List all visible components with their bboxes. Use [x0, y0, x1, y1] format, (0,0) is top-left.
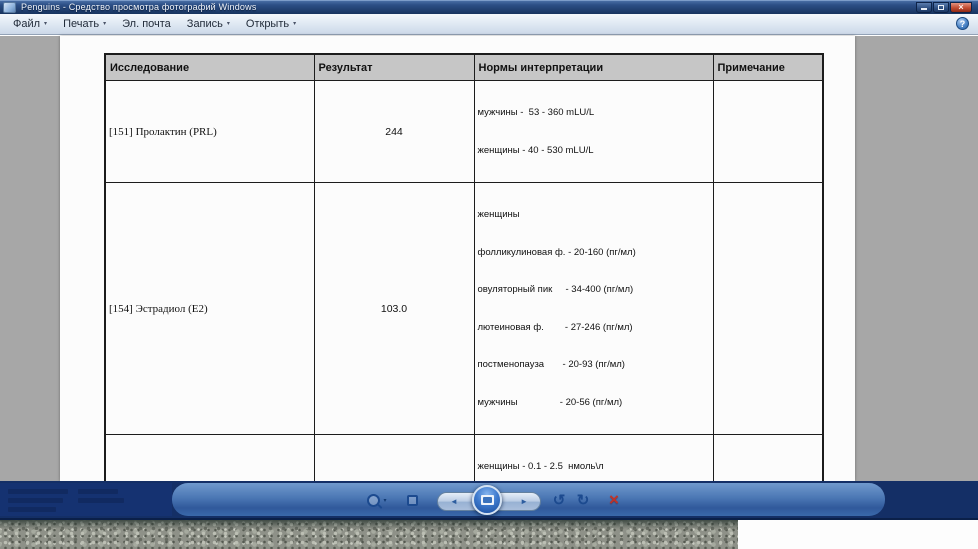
- delete-button[interactable]: ×: [604, 490, 624, 510]
- zoom-magnifier-icon: [367, 494, 381, 507]
- artifact: [8, 489, 68, 494]
- viewer-toolbar: ▾ ◄ ► ↺ ↻ ×: [0, 481, 978, 520]
- norm-line: женщины - 0.1 - 2.5 нмоль\л: [477, 461, 604, 472]
- artifact: [8, 498, 63, 503]
- norm-line: женщины - 40 - 530 mLU/L: [477, 144, 594, 156]
- bottom-strip: [0, 520, 978, 549]
- toolbar-left-panel: [0, 483, 172, 516]
- next-icon: ►: [520, 496, 528, 506]
- next-button[interactable]: ►: [520, 496, 528, 506]
- test-note: [712, 80, 824, 183]
- menu-print-label: Печать: [63, 18, 100, 30]
- artifact: [78, 498, 124, 503]
- rotate-ccw-button[interactable]: ↺: [550, 491, 568, 509]
- slideshow-icon: [480, 495, 494, 505]
- window-controls: ×: [916, 1, 972, 13]
- photo-image: Исследование Результат Нормы интерпретац…: [60, 36, 855, 538]
- help-icon[interactable]: ?: [956, 17, 969, 30]
- header-study: Исследование: [104, 53, 315, 81]
- slideshow-button[interactable]: [472, 485, 502, 515]
- chevron-down-icon: ▾: [44, 21, 48, 27]
- header-norms: Нормы интерпретации: [473, 53, 714, 81]
- artifact: [8, 507, 56, 512]
- close-button[interactable]: ×: [950, 1, 972, 13]
- viewer-content-area: Исследование Результат Нормы интерпретац…: [0, 36, 978, 538]
- norm-line: постменопауза - 20-93 (пг/мл): [477, 359, 625, 370]
- previous-button[interactable]: ◄: [450, 496, 458, 506]
- chevron-down-icon: ▾: [226, 21, 230, 27]
- desktop-wallpaper-pebbles: [0, 520, 738, 549]
- menu-email-label: Эл. почта: [122, 18, 171, 30]
- minimize-button[interactable]: [916, 1, 932, 13]
- test-note: [712, 182, 824, 435]
- header-note: Примечание: [712, 53, 824, 81]
- results-table: Исследование Результат Нормы интерпретац…: [104, 53, 824, 538]
- rotate-ccw-icon: ↺: [552, 491, 566, 509]
- menu-open[interactable]: Открыть ▾: [238, 16, 304, 32]
- chevron-down-icon: ▾: [293, 21, 297, 27]
- menu-bar: Файл ▾ Печать ▾ Эл. почта Запись ▾ Откры…: [0, 14, 978, 35]
- menu-email[interactable]: Эл. почта: [114, 16, 179, 32]
- artifact: [78, 489, 118, 494]
- menu-file-label: Файл: [13, 18, 41, 30]
- table-row: [151] Пролактин (PRL) 244 мужчины - 53 -…: [104, 80, 824, 183]
- norm-line: мужчины - 20-56 (пг/мл): [477, 396, 623, 408]
- maximize-button[interactable]: [933, 1, 949, 13]
- zoom-dropdown-caret-icon: ▾: [383, 498, 387, 504]
- rotate-cw-button[interactable]: ↻: [574, 491, 592, 509]
- menu-burn-label: Запись: [186, 18, 223, 30]
- maximize-icon: [938, 4, 944, 10]
- test-result: 244: [313, 80, 475, 183]
- title-bar: Penguins - Средство просмотра фотографий…: [0, 0, 978, 14]
- norm-line: фолликулиновая ф. - 20-160 (пг/мл): [477, 246, 636, 258]
- delete-icon: ×: [609, 490, 619, 509]
- window-title: Penguins - Средство просмотра фотографий…: [21, 2, 257, 12]
- table-header-row: Исследование Результат Нормы интерпретац…: [104, 53, 824, 81]
- previous-icon: ◄: [450, 496, 458, 506]
- menu-open-label: Открыть: [245, 18, 290, 30]
- close-icon: ×: [958, 1, 964, 12]
- rotate-cw-icon: ↻: [576, 491, 590, 509]
- minimize-icon: [921, 8, 927, 10]
- actual-size-icon: [406, 495, 418, 506]
- test-norms: женщины фолликулиновая ф. - 20-160 (пг/м…: [473, 182, 714, 435]
- norm-line: лютеиновая ф. - 27-246 (пг/мл): [477, 321, 633, 333]
- actual-size-button[interactable]: [404, 493, 420, 508]
- norm-line: овуляторный пик - 34-400 (пг/мл): [477, 284, 634, 295]
- test-name: [154] Эстрадиол (E2): [104, 182, 315, 435]
- test-name: [151] Пролактин (PRL): [104, 80, 315, 183]
- menu-file[interactable]: Файл ▾: [5, 16, 55, 32]
- test-norms: мужчины - 53 - 360 mLU/L женщины - 40 - …: [473, 80, 714, 183]
- table-row: [154] Эстрадиол (E2) 103.0 женщины фолли…: [104, 182, 824, 435]
- menu-print[interactable]: Печать ▾: [55, 16, 114, 32]
- norm-line: женщины: [477, 209, 520, 220]
- norm-line: мужчины - 53 - 360 mLU/L: [477, 107, 595, 118]
- test-result: 103.0: [313, 182, 475, 435]
- header-result: Результат: [313, 53, 475, 81]
- menu-burn[interactable]: Запись ▾: [179, 16, 238, 32]
- chevron-down-icon: ▾: [103, 21, 107, 27]
- app-icon: [3, 1, 16, 13]
- zoom-button[interactable]: ▾: [362, 492, 392, 509]
